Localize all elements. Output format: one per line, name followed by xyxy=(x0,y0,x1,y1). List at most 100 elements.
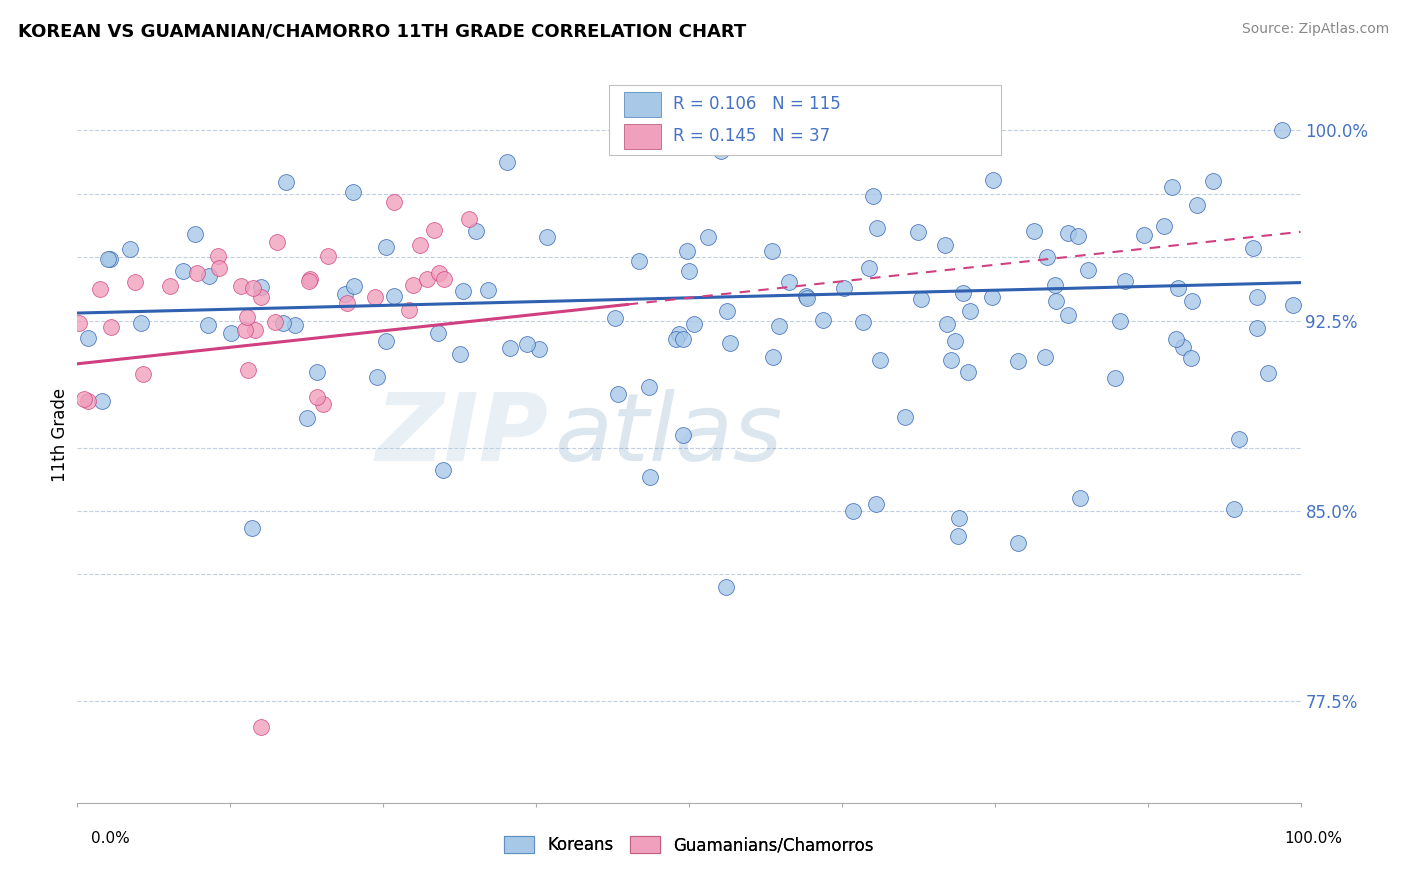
Point xyxy=(1171,340,1194,354)
Point xyxy=(516,336,538,351)
Point xyxy=(89,282,111,296)
Text: atlas: atlas xyxy=(554,389,783,481)
Point xyxy=(243,322,266,336)
Point xyxy=(672,428,695,442)
Point xyxy=(67,316,90,330)
Point xyxy=(197,269,219,284)
Point xyxy=(295,410,318,425)
Point xyxy=(249,290,271,304)
Point xyxy=(276,175,298,189)
FancyBboxPatch shape xyxy=(609,86,1001,155)
Point xyxy=(952,286,974,301)
Text: 100.0%: 100.0% xyxy=(1285,831,1343,846)
Point xyxy=(1057,309,1080,323)
Point xyxy=(159,279,181,293)
Point xyxy=(638,380,661,394)
Point xyxy=(299,272,322,286)
Point xyxy=(336,296,359,310)
Point xyxy=(697,230,720,244)
Point xyxy=(333,287,356,301)
Point xyxy=(936,318,959,332)
Point xyxy=(907,225,929,239)
Point xyxy=(464,224,486,238)
Bar xyxy=(624,124,661,149)
Point xyxy=(603,311,626,326)
Point xyxy=(266,235,288,250)
Point xyxy=(869,352,891,367)
Point xyxy=(242,281,264,295)
Point xyxy=(451,284,474,298)
Point xyxy=(959,303,981,318)
Point xyxy=(124,275,146,289)
Point xyxy=(672,332,695,346)
Point xyxy=(527,342,550,356)
Point xyxy=(1036,250,1059,264)
Point xyxy=(1007,536,1029,550)
Point xyxy=(382,195,405,210)
Point xyxy=(1007,354,1029,368)
Point xyxy=(382,289,405,303)
Point xyxy=(240,521,263,535)
Point xyxy=(271,316,294,330)
Point xyxy=(236,362,259,376)
Point xyxy=(983,172,1005,186)
Point xyxy=(98,252,121,266)
Point xyxy=(866,221,889,235)
Point xyxy=(183,227,205,241)
Point xyxy=(298,274,321,288)
Point xyxy=(423,223,446,237)
Point xyxy=(415,272,437,286)
Point xyxy=(219,326,242,340)
Point xyxy=(762,350,785,364)
Point xyxy=(118,243,141,257)
Point xyxy=(1227,433,1250,447)
Point xyxy=(233,323,256,337)
Point xyxy=(96,252,118,266)
Point xyxy=(665,332,688,346)
Point xyxy=(496,154,519,169)
Point xyxy=(1257,366,1279,380)
Point xyxy=(1271,123,1294,137)
Point xyxy=(716,303,738,318)
Point xyxy=(1180,351,1202,365)
Point xyxy=(832,281,855,295)
Point xyxy=(364,290,387,304)
Point xyxy=(778,276,800,290)
Point xyxy=(714,580,737,594)
Point xyxy=(1246,290,1268,304)
Point xyxy=(1045,278,1067,293)
Point xyxy=(375,334,398,348)
Point xyxy=(305,365,328,379)
Point xyxy=(1033,350,1056,364)
Point xyxy=(957,365,980,379)
Point xyxy=(132,367,155,381)
Text: R = 0.145   N = 37: R = 0.145 N = 37 xyxy=(673,128,830,145)
Point xyxy=(1045,294,1067,309)
Point xyxy=(1222,502,1244,516)
Point xyxy=(477,284,499,298)
Point xyxy=(76,393,98,408)
Point xyxy=(427,266,450,280)
Point xyxy=(678,264,700,278)
Point xyxy=(1133,227,1156,242)
Text: 0.0%: 0.0% xyxy=(91,831,131,846)
Point xyxy=(607,387,630,401)
Point xyxy=(1164,332,1187,346)
Point xyxy=(426,326,449,341)
Legend: Koreans, Guamanians/Chamorros: Koreans, Guamanians/Chamorros xyxy=(498,830,880,861)
Point xyxy=(402,277,425,292)
Point xyxy=(981,290,1004,304)
Point xyxy=(794,289,817,303)
Point xyxy=(366,370,388,384)
Point xyxy=(1114,274,1136,288)
Point xyxy=(129,316,152,330)
Point xyxy=(796,291,818,305)
Point xyxy=(342,185,364,199)
Point xyxy=(1109,314,1132,328)
Point xyxy=(250,280,273,294)
Point xyxy=(172,264,194,278)
Point xyxy=(432,463,454,477)
Point xyxy=(409,237,432,252)
Point xyxy=(718,336,741,351)
Point xyxy=(1067,228,1090,243)
